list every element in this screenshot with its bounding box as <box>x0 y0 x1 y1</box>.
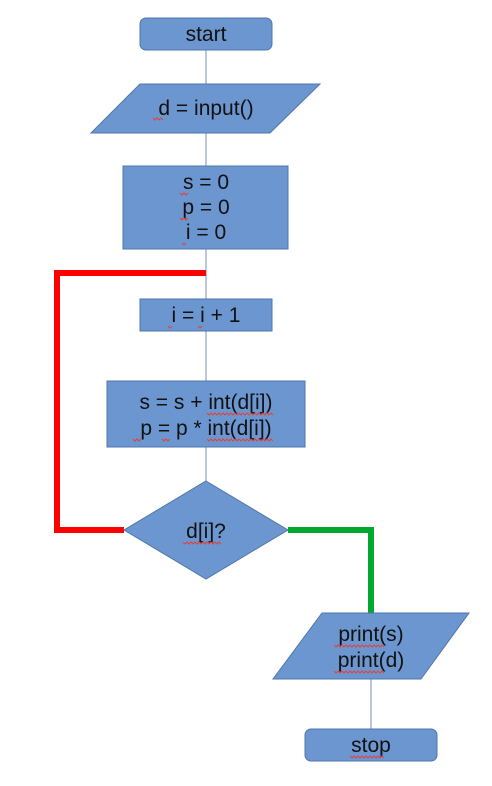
increment-process-box: i = i + 1 <box>139 298 273 332</box>
decision-label: d[i]? <box>186 520 226 543</box>
spellcheck-underline <box>152 117 164 121</box>
spellcheck-underline <box>179 192 189 196</box>
stop-label: stop <box>351 734 391 757</box>
decision-diamond: d[i]? <box>123 480 289 580</box>
output-line-2: print(d) <box>338 649 405 672</box>
update-line-1: s = s + int(d[i]) <box>139 391 272 414</box>
update-line-2: p = p * int(d[i]) <box>140 417 271 440</box>
spellcheck-underline <box>181 242 187 246</box>
init-line-2: p = 0 <box>182 196 229 219</box>
increment-label: i = i + 1 <box>172 304 241 327</box>
spellcheck-underline <box>206 438 274 442</box>
loop-back-arrow <box>54 270 206 533</box>
spellcheck-underline <box>206 412 274 416</box>
exit-arrow <box>288 527 374 613</box>
spellcheck-underline <box>333 644 385 648</box>
init-process-box: s = 0 p = 0 i = 0 <box>122 165 289 250</box>
start-label: start <box>186 23 227 46</box>
init-line-1: s = 0 <box>183 171 229 194</box>
input-label: d = input() <box>158 97 253 120</box>
update-process-box: s = s + int(d[i]) p = p * int(d[i]) <box>106 380 306 448</box>
input-parallelogram: d = input() <box>89 83 322 134</box>
spellcheck-underline <box>161 438 171 442</box>
spellcheck-underline <box>167 325 173 329</box>
start-terminator: start <box>139 17 273 51</box>
spellcheck-underline <box>182 541 222 545</box>
spellcheck-underline <box>132 438 142 442</box>
init-line-3: i = 0 <box>186 221 226 244</box>
output-line-1: print(s) <box>338 623 403 646</box>
spellcheck-underline <box>333 670 385 674</box>
spellcheck-underline <box>349 755 385 759</box>
output-parallelogram: print(s) print(d) <box>272 612 470 680</box>
spellcheck-underline <box>179 217 189 221</box>
spellcheck-underline <box>197 325 203 329</box>
stop-terminator: stop <box>304 728 438 762</box>
